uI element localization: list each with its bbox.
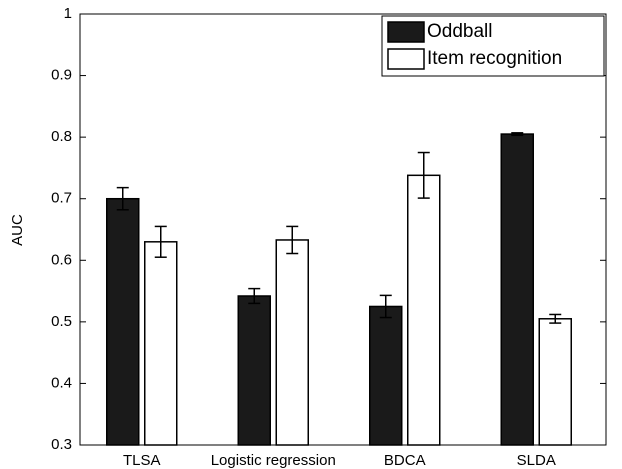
error-bar: [549, 313, 562, 324]
error-bar: [116, 186, 129, 211]
error-bar: [417, 151, 430, 199]
plot-frame: [79, 13, 607, 446]
error-bar: [154, 225, 167, 258]
x-tick-label: TLSA: [123, 452, 161, 469]
legend-swatch: [387, 48, 425, 70]
bar: [369, 305, 403, 446]
error-bar: [511, 132, 524, 137]
error-bar: [379, 294, 392, 319]
bar: [500, 133, 534, 446]
y-tick-label: 0.4: [51, 374, 72, 391]
x-tick-label: BDCA: [384, 452, 426, 469]
error-bar: [286, 225, 299, 255]
x-tick-label: SLDA: [517, 452, 556, 469]
y-tick-label: 0.3: [51, 436, 72, 453]
error-bar: [248, 287, 261, 305]
legend-label: Item recognition: [427, 48, 562, 69]
y-tick-label: 0.5: [51, 313, 72, 330]
x-tick-label: Logistic regression: [211, 452, 336, 469]
bar: [106, 197, 140, 446]
legend-swatch: [387, 21, 425, 43]
legend-label: Oddball: [427, 21, 493, 42]
y-tick-label: 0.9: [51, 67, 72, 84]
bar: [144, 241, 178, 446]
y-tick-label: 0.8: [51, 128, 72, 145]
bar: [275, 239, 309, 446]
bar: [538, 318, 572, 446]
y-axis-label: AUC: [9, 214, 26, 246]
bar: [407, 174, 441, 446]
y-tick-label: 1: [64, 5, 72, 22]
y-tick-label: 0.6: [51, 251, 72, 268]
y-tick-label: 0.7: [51, 190, 72, 207]
bar: [237, 295, 271, 446]
